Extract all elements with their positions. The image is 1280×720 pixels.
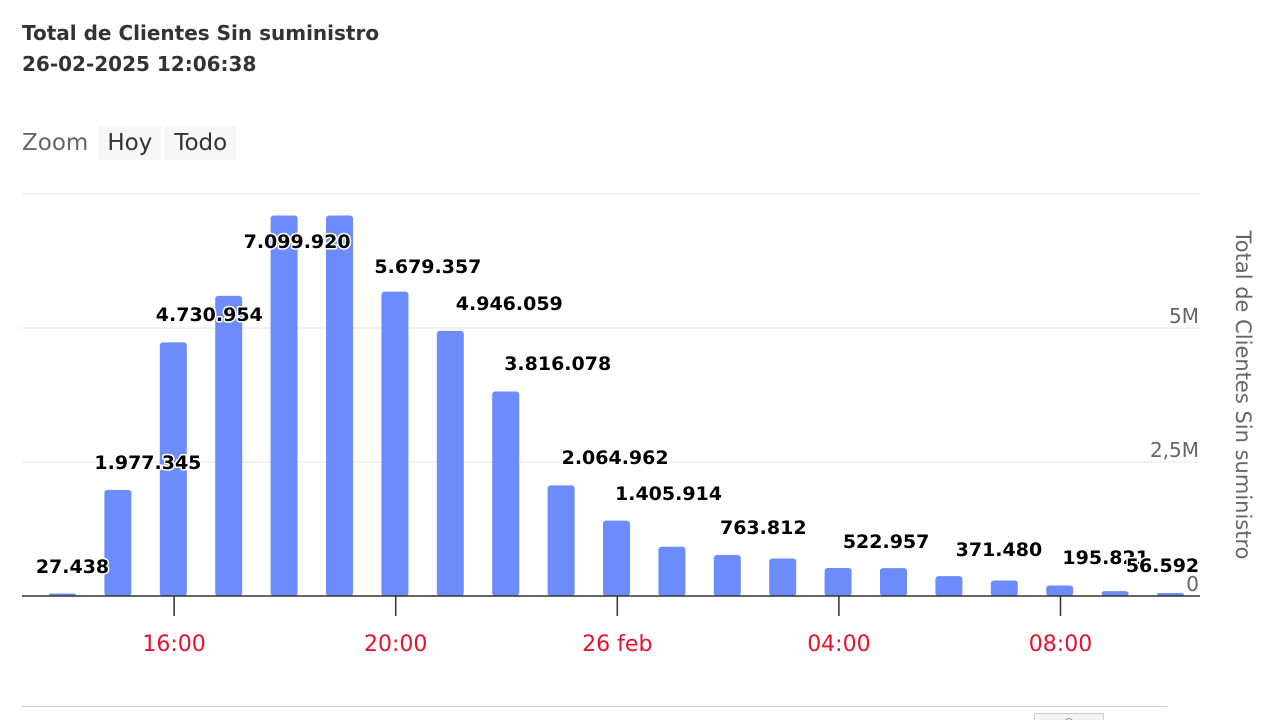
y-axis-title: Total de Clientes Sin suministro — [1231, 229, 1255, 559]
data-label: 4.946.059 — [456, 293, 563, 315]
data-label: 3.816.078 — [504, 353, 611, 375]
data-label: 1.977.345 — [94, 452, 201, 474]
bar-05:00 — [880, 568, 907, 596]
chart-timestamp: 26-02-2025 12:06:38 — [22, 52, 257, 76]
data-label: 195.821 — [1062, 547, 1149, 569]
data-label: 56.592 — [1126, 555, 1199, 577]
x-tick-label: 08:00 — [1029, 632, 1092, 657]
x-tick-label: 16:00 — [142, 632, 205, 657]
bar-03:00 — [769, 558, 797, 596]
bar-22:00 — [492, 391, 520, 596]
data-label: 27.438 — [36, 556, 109, 578]
x-tick-label: 26 feb — [582, 632, 652, 657]
range-navigator[interactable] — [22, 706, 1167, 720]
x-tick-label: 20:00 — [364, 632, 427, 657]
bar-01:00 — [658, 546, 686, 596]
chart-title: Total de Clientes Sin suministro — [22, 21, 380, 45]
x-tick-label: 04:00 — [807, 632, 870, 657]
data-label: 4.730.954 — [156, 304, 263, 326]
zoom-bar: Zoom Hoy Todo — [22, 124, 240, 162]
bar-08:00 — [1046, 585, 1074, 596]
navigator-handle[interactable] — [1034, 713, 1104, 720]
zoom-button-hoy[interactable]: Hoy — [98, 126, 162, 160]
bar-23:00 — [547, 485, 575, 596]
bar-10:00 — [1157, 592, 1184, 596]
data-label: 5.679.357 — [374, 256, 481, 278]
bar-19:00 — [326, 215, 353, 597]
bar-04:00 — [824, 567, 852, 596]
data-label: 2.064.962 — [562, 447, 669, 469]
data-label: 522.957 — [843, 531, 930, 553]
y-tick-label: 5M — [1169, 304, 1199, 328]
bar-21:00 — [436, 330, 464, 596]
bar-16:00 — [159, 342, 187, 596]
bar-20:00 — [381, 291, 409, 596]
bar-18:00 — [270, 215, 298, 597]
zoom-label: Zoom — [22, 130, 89, 156]
data-label: 371.480 — [956, 539, 1043, 561]
zoom-button-todo[interactable]: Todo — [165, 126, 237, 160]
bar-07:00 — [990, 580, 1018, 596]
bar-15:00 — [104, 490, 132, 596]
data-label: 7.099.920 — [244, 231, 351, 253]
bar-17:00 — [215, 295, 243, 596]
bar-09:00 — [1101, 591, 1129, 596]
chart-header: Total de Clientes Sin suministro 26-02-2… — [22, 18, 379, 80]
bar-06:00 — [935, 576, 963, 596]
data-label: 1.405.914 — [615, 483, 722, 505]
data-label: 763.812 — [720, 517, 807, 539]
y-tick-label: 2,5M — [1150, 438, 1199, 462]
bar-02:00 — [713, 555, 741, 596]
bar-00:00 — [603, 520, 630, 596]
y-tick-label: 0 — [1186, 572, 1199, 596]
